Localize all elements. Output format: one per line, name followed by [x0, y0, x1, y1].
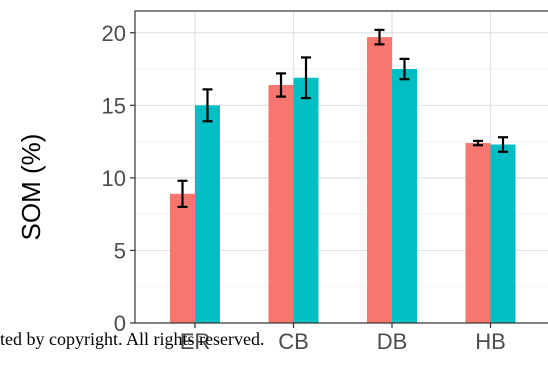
bar-hb-series-2 [490, 144, 516, 323]
error-bars [177, 28, 508, 209]
error-bar-cb-series-2 [301, 56, 311, 100]
panel-border [134, 10, 548, 324]
y-tick-label: 20 [102, 21, 126, 46]
y-ticks: 0 5 10 15 20 [102, 21, 135, 336]
error-bar-hb-series-2 [498, 136, 508, 153]
error-bar-db-series-1 [374, 28, 385, 46]
bar-er-series-2 [195, 105, 220, 323]
error-bar-hb-series-1 [473, 139, 483, 147]
x-tick-label-hb: HB [475, 329, 506, 354]
x-ticks: ER CB DB HB [180, 323, 506, 354]
y-tick-label: 10 [102, 166, 126, 191]
y-tick-label: 0 [114, 311, 126, 336]
x-tick-label-er: ER [180, 329, 211, 354]
bar-db-series-2 [392, 69, 417, 323]
bar-hb-series-1 [465, 143, 491, 323]
bar-cb-series-1 [268, 85, 294, 323]
error-bar-er-series-2 [202, 88, 213, 123]
y-axis-title: SOM (%) [16, 134, 46, 241]
bar-er-series-1 [170, 193, 195, 323]
y-tick-label: 5 [114, 238, 126, 263]
x-tick-label-cb: CB [278, 329, 309, 354]
error-bar-cb-series-1 [276, 72, 286, 98]
bar-db-series-1 [367, 37, 392, 323]
y-tick-label: 15 [102, 93, 126, 118]
x-tick-label-db: DB [377, 329, 408, 354]
copyright-watermark: ted by copyright. All rights reserved. [0, 329, 265, 349]
bar-cb-series-2 [293, 77, 319, 324]
bars [170, 37, 516, 324]
error-bar-er-series-1 [177, 179, 188, 209]
error-bar-db-series-2 [399, 57, 410, 81]
